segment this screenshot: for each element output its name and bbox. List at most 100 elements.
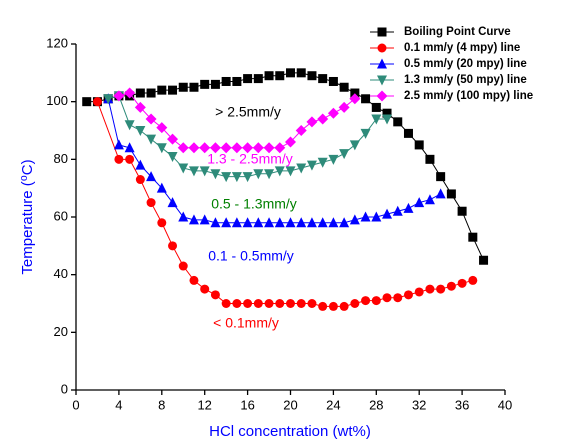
marker (275, 299, 285, 308)
marker (103, 94, 114, 105)
marker (177, 142, 189, 154)
marker (156, 182, 167, 193)
marker (145, 113, 157, 125)
marker (468, 232, 478, 242)
marker (446, 189, 456, 199)
marker (134, 101, 146, 113)
marker (264, 169, 275, 180)
marker (285, 217, 296, 228)
x-axis-label: HCl concentration (wt%) (209, 423, 371, 440)
marker (210, 290, 220, 300)
marker (306, 160, 317, 171)
marker (113, 90, 125, 102)
y-tick-label: 100 (46, 93, 68, 108)
x-tick-label: 28 (369, 397, 383, 412)
marker (286, 299, 295, 308)
marker (263, 142, 275, 154)
marker (285, 136, 296, 148)
marker (296, 217, 307, 228)
marker (135, 88, 145, 98)
y-tick-label: 60 (54, 208, 68, 223)
marker (167, 151, 178, 162)
marker (317, 217, 328, 228)
y-tick-label: 20 (54, 324, 68, 339)
marker (328, 301, 338, 311)
marker (135, 159, 146, 170)
marker (221, 172, 232, 183)
marker (210, 217, 221, 228)
marker (168, 85, 178, 95)
marker (113, 139, 124, 150)
y-tick-label: 120 (46, 35, 68, 50)
marker (392, 205, 403, 216)
marker (414, 287, 424, 297)
marker (295, 125, 307, 136)
marker (242, 172, 253, 183)
marker (414, 197, 425, 208)
marker (360, 211, 371, 222)
annotation: 0.1 - 0.5mm/y (208, 248, 294, 264)
legend-marker (377, 27, 387, 37)
marker (446, 281, 456, 291)
marker (252, 142, 264, 154)
marker (167, 133, 179, 145)
marker (306, 116, 318, 128)
marker (178, 163, 189, 174)
marker (307, 299, 317, 308)
y-tick-label: 40 (54, 266, 68, 281)
marker (307, 71, 317, 81)
marker (328, 76, 338, 86)
x-tick-label: 4 (115, 397, 122, 412)
marker (371, 296, 381, 306)
marker (306, 217, 317, 228)
marker (243, 74, 253, 84)
marker (339, 301, 349, 311)
marker (178, 211, 189, 222)
annotation: 0.5 - 1.3mm/y (211, 196, 297, 212)
marker (317, 113, 329, 125)
marker (221, 217, 232, 228)
x-tick-label: 32 (412, 397, 426, 412)
marker (82, 97, 92, 107)
marker (286, 68, 295, 78)
marker (156, 143, 167, 154)
marker (349, 140, 360, 151)
marker (189, 275, 199, 285)
marker (382, 293, 392, 303)
marker (425, 284, 435, 294)
y-tick-label: 80 (54, 151, 68, 166)
marker (199, 166, 210, 177)
marker (232, 299, 242, 308)
marker (210, 169, 221, 180)
x-tick-label: 36 (455, 397, 469, 412)
marker (135, 126, 146, 136)
marker (199, 142, 211, 154)
marker (146, 198, 156, 208)
marker (124, 120, 135, 131)
marker (253, 299, 263, 308)
marker (339, 82, 349, 92)
marker (371, 211, 382, 222)
marker (188, 142, 200, 154)
marker (425, 154, 435, 164)
marker (242, 217, 253, 228)
marker (221, 76, 231, 86)
marker (296, 68, 306, 78)
legend-marker (377, 58, 387, 69)
marker (168, 241, 178, 251)
marker (350, 88, 360, 98)
marker (232, 76, 242, 86)
marker (414, 140, 424, 150)
marker (264, 299, 274, 308)
marker (200, 284, 210, 294)
marker (349, 214, 360, 225)
marker (382, 208, 393, 219)
marker (371, 102, 381, 112)
x-tick-label: 20 (283, 397, 297, 412)
marker (371, 114, 382, 125)
marker (124, 87, 136, 99)
legend-marker (377, 75, 387, 86)
marker (275, 71, 285, 81)
marker (349, 93, 361, 105)
